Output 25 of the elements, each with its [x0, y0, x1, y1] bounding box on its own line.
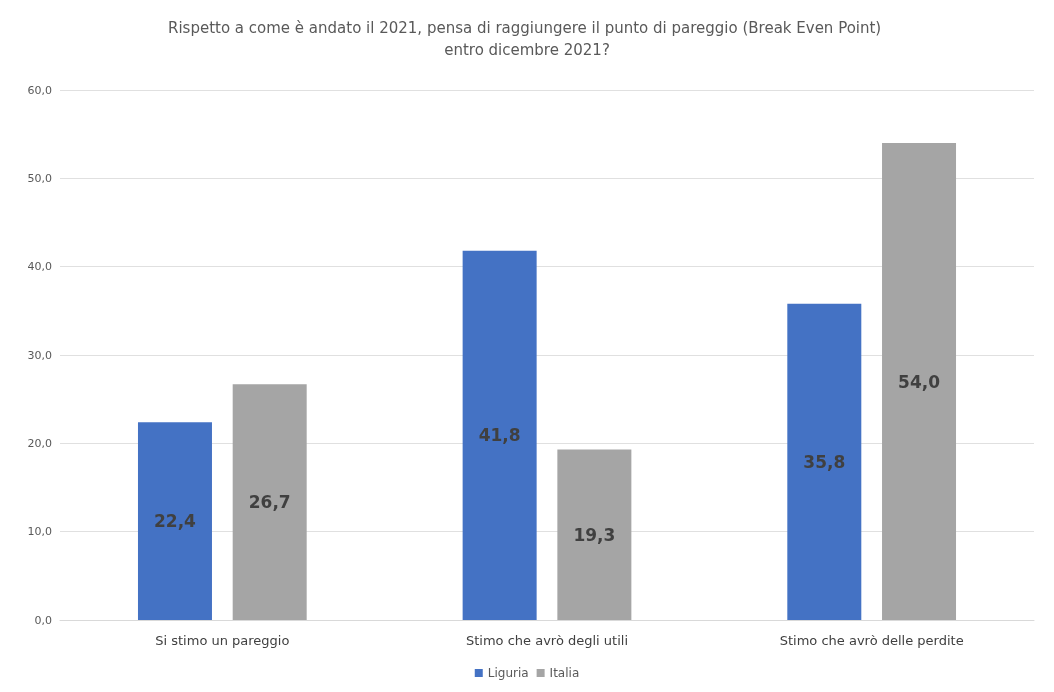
data-label: 26,7 — [248, 492, 291, 513]
y-tick-label: 30,0 — [27, 348, 52, 362]
bar — [882, 143, 957, 620]
data-label: 41,8 — [478, 425, 521, 446]
y-tick-label: 20,0 — [27, 436, 52, 450]
y-tick-label: 0,0 — [34, 613, 52, 627]
chart-title: Rispetto a come è andato il 2021, pensa di raggiungere il punto di pareggio (Break Even Point) entro dicembre 2021? — [168, 19, 886, 59]
x-tick-label: Stimo che avrò degli utili — [465, 633, 629, 648]
data-label: 35,8 — [803, 451, 846, 472]
bar — [232, 384, 307, 620]
legend-label: Italia — [549, 666, 580, 680]
y-tick-label: 60,0 — [27, 83, 52, 97]
bar — [787, 303, 862, 620]
data-label: 19,3 — [573, 524, 616, 545]
y-tick-label: 10,0 — [27, 525, 52, 539]
legend-label: Liguria — [487, 666, 529, 680]
y-tick-label: 50,0 — [27, 171, 52, 185]
bar — [137, 422, 212, 620]
bar — [557, 449, 632, 620]
data-label: 22,4 — [154, 511, 197, 532]
y-tick-label: 40,0 — [27, 260, 52, 274]
data-label: 54,0 — [898, 371, 941, 392]
x-tick-label: Si stimo un pareggio — [155, 633, 290, 648]
bar — [462, 250, 537, 620]
x-tick-label: Stimo che avrò delle perdite — [779, 633, 964, 648]
